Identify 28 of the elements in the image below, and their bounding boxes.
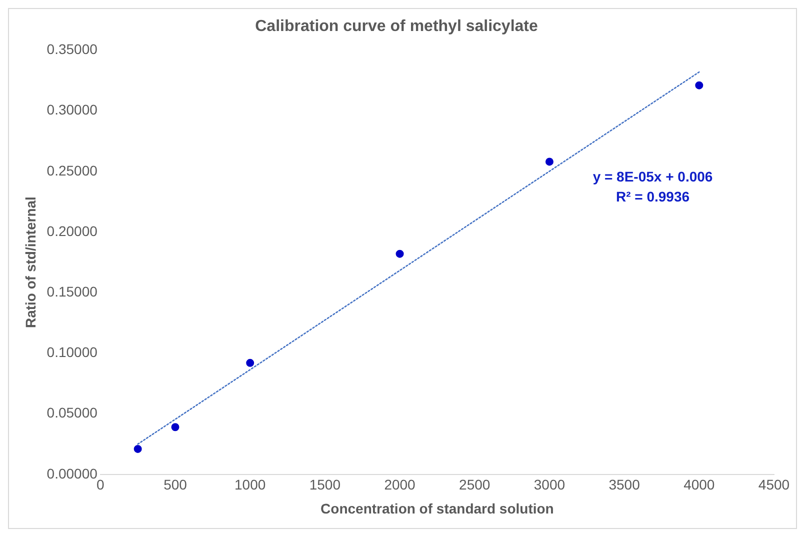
y-tick-label: 0.05000 — [46, 404, 98, 421]
y-tick-label: 0.10000 — [46, 344, 98, 360]
point — [695, 81, 704, 90]
x-tick-label: 4500 — [758, 476, 790, 493]
annotation: y = 8E-05x + 0.006 R² = 0.9936 — [592, 168, 713, 205]
x-tick-label: 4000 — [684, 476, 715, 493]
x-tick-label: 1500 — [309, 476, 341, 493]
x-tick-label: 3000 — [534, 476, 566, 493]
x-tick-label: 2000 — [384, 476, 416, 493]
x-tick-label: 0 — [96, 476, 105, 493]
x-tick-label: 3500 — [608, 476, 640, 493]
y-tick-label: 0.00000 — [46, 465, 98, 482]
x-tick-label: 500 — [164, 476, 188, 493]
x-tick-label: 2500 — [459, 476, 490, 493]
y-tick-label: 0.15000 — [46, 283, 98, 300]
x-axis-title: Concentration of standard solution — [320, 500, 554, 516]
point — [246, 358, 254, 367]
x-tick-label: 1000 — [234, 476, 266, 493]
point — [171, 423, 180, 432]
chart-title: Calibration curve of methyl salicylate — [255, 18, 538, 36]
point — [134, 444, 142, 453]
y-tick-label: 0.30000 — [46, 102, 98, 118]
y-tick-label: 0.35000 — [46, 41, 98, 58]
y-tick-label: 0.25000 — [46, 162, 98, 178]
y-axis-title: Ratio of std/internal — [22, 196, 38, 328]
y-tick-label: 0.20000 — [46, 222, 98, 239]
point — [396, 250, 404, 258]
point — [545, 158, 554, 166]
